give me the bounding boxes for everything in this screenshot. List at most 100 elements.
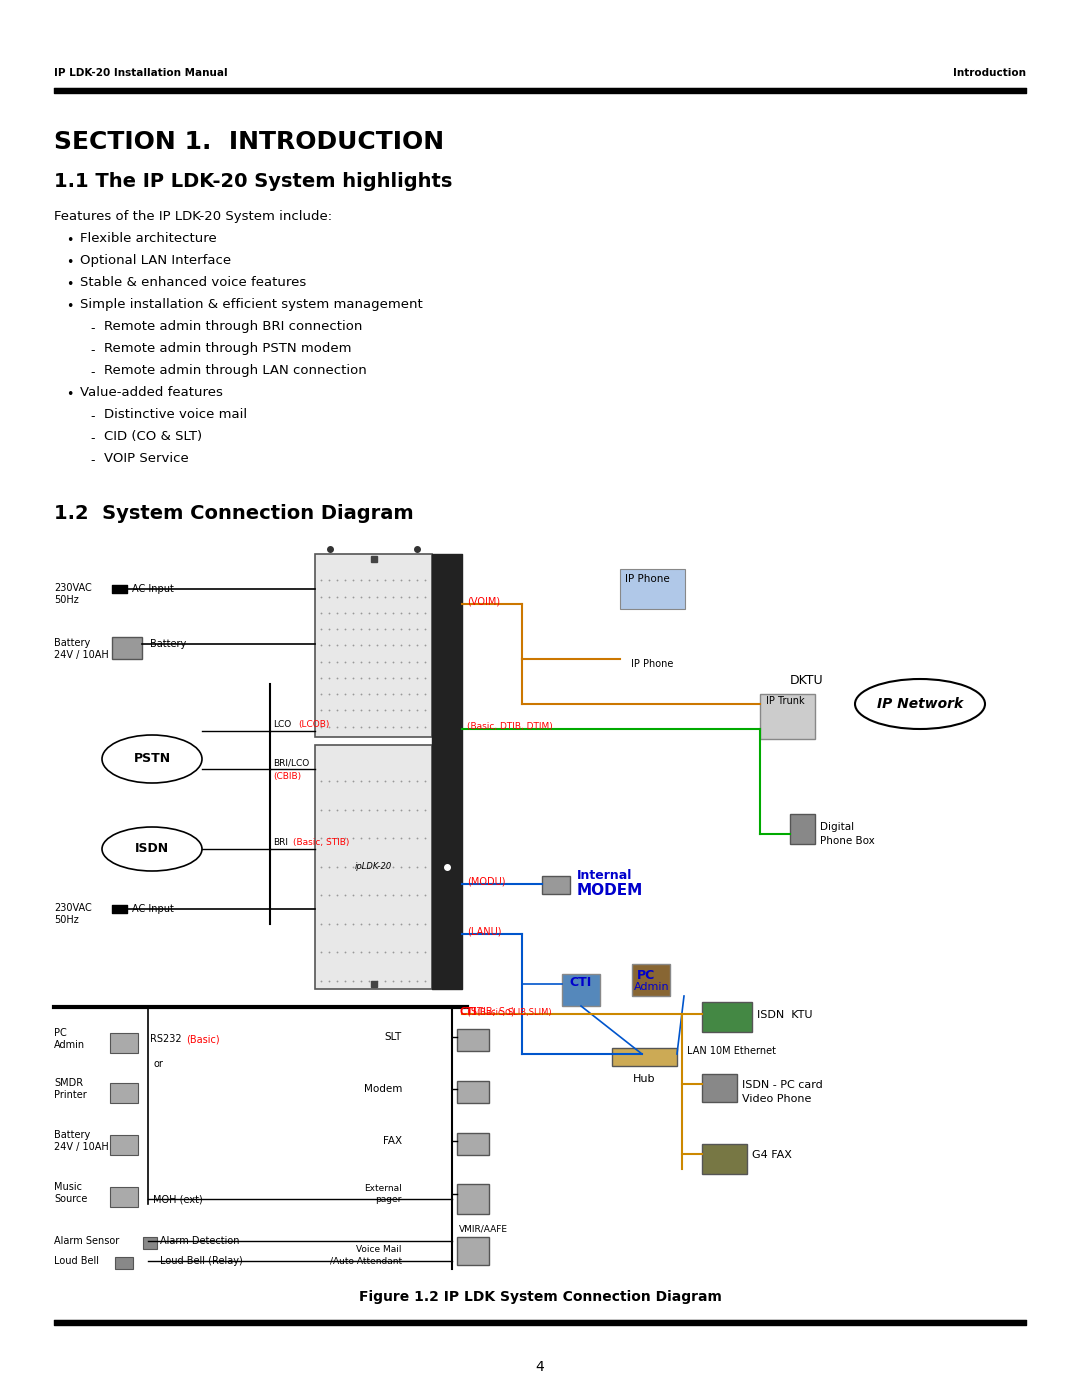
Text: 4: 4 <box>536 1361 544 1375</box>
Text: IP Phone: IP Phone <box>625 574 670 584</box>
Text: IP LDK-20 Installation Manual: IP LDK-20 Installation Manual <box>54 68 228 78</box>
Text: -: - <box>90 454 95 467</box>
Bar <box>542 876 570 894</box>
Bar <box>110 1083 138 1104</box>
Text: -: - <box>90 321 95 335</box>
Text: 230VAC: 230VAC <box>54 902 92 914</box>
Text: External
pager: External pager <box>364 1183 402 1204</box>
Bar <box>110 1134 138 1155</box>
Text: Loud Bell (Relay): Loud Bell (Relay) <box>160 1256 243 1266</box>
Bar <box>143 1236 157 1249</box>
Text: 50Hz: 50Hz <box>54 595 79 605</box>
Bar <box>315 555 432 736</box>
Text: -: - <box>90 432 95 446</box>
Ellipse shape <box>102 735 202 782</box>
Text: BRI: BRI <box>273 838 288 847</box>
Text: BRI/LCO: BRI/LCO <box>273 759 309 767</box>
Text: Features of the IP LDK-20 System include:: Features of the IP LDK-20 System include… <box>54 210 333 224</box>
Bar <box>457 1185 489 1214</box>
Bar <box>702 1144 747 1173</box>
Text: PSTN: PSTN <box>134 753 171 766</box>
Text: IP Trunk: IP Trunk <box>766 696 805 705</box>
Text: Loud Bell: Loud Bell <box>54 1256 99 1266</box>
Text: 230VAC: 230VAC <box>54 583 92 592</box>
Bar <box>457 1030 489 1051</box>
Text: Video Phone: Video Phone <box>742 1094 811 1104</box>
Text: VMIR/AAFE: VMIR/AAFE <box>459 1224 508 1234</box>
Text: ipLDK-20: ipLDK-20 <box>355 862 392 872</box>
Bar <box>789 814 815 844</box>
Bar <box>612 1048 677 1066</box>
Text: SMDR
Printer: SMDR Printer <box>54 1078 86 1101</box>
Text: (Basic): (Basic) <box>186 1034 219 1044</box>
Text: Alarm Sensor: Alarm Sensor <box>54 1236 119 1246</box>
Bar <box>632 964 670 996</box>
Text: •: • <box>66 388 73 401</box>
Bar <box>112 637 141 659</box>
Text: ISDN: ISDN <box>135 842 170 855</box>
Text: Hub: Hub <box>633 1074 656 1084</box>
Text: Digital: Digital <box>820 821 854 833</box>
Bar <box>562 974 600 1006</box>
Text: Distinctive voice mail: Distinctive voice mail <box>104 408 247 420</box>
Bar <box>760 694 815 739</box>
Text: Battery
24V / 10AH: Battery 24V / 10AH <box>54 1130 109 1153</box>
Text: Flexible architecture: Flexible architecture <box>80 232 217 244</box>
Text: VOIP Service: VOIP Service <box>104 453 189 465</box>
Text: Phone Box: Phone Box <box>820 835 875 847</box>
Text: Stable & enhanced voice features: Stable & enhanced voice features <box>80 277 307 289</box>
Bar <box>457 1081 489 1104</box>
Text: Internal: Internal <box>577 869 633 882</box>
Text: •: • <box>66 300 73 313</box>
Text: SECTION 1.  INTRODUCTION: SECTION 1. INTRODUCTION <box>54 130 444 154</box>
Text: •: • <box>66 235 73 247</box>
Text: 50Hz: 50Hz <box>54 915 79 925</box>
Text: CID (CO & SLT): CID (CO & SLT) <box>104 430 202 443</box>
Bar <box>702 1002 752 1032</box>
Text: (MODU): (MODU) <box>467 876 505 886</box>
Bar <box>114 1257 133 1268</box>
Bar <box>620 569 685 609</box>
Text: 1.1 The IP LDK-20 System highlights: 1.1 The IP LDK-20 System highlights <box>54 172 453 191</box>
Text: Remote admin through LAN connection: Remote admin through LAN connection <box>104 365 367 377</box>
Text: FAX: FAX <box>383 1136 402 1146</box>
Text: LCO: LCO <box>273 719 292 729</box>
Text: DKTU: DKTU <box>789 673 824 687</box>
Bar <box>457 1236 489 1266</box>
Text: (LCOB): (LCOB) <box>298 719 329 729</box>
Text: ISDN  KTU: ISDN KTU <box>757 1010 812 1020</box>
Text: (Basic, DTIB, DTIM): (Basic, DTIB, DTIM) <box>467 722 553 731</box>
Text: MOH (ext): MOH (ext) <box>153 1194 203 1204</box>
Text: (STIB; So): (STIB; So) <box>467 1006 515 1016</box>
Text: RS232: RS232 <box>150 1034 181 1044</box>
Text: AC Input: AC Input <box>132 904 174 914</box>
Text: Value-added features: Value-added features <box>80 386 222 400</box>
Text: 24V / 10AH: 24V / 10AH <box>54 650 109 659</box>
Bar <box>315 745 432 989</box>
Bar <box>457 1133 489 1155</box>
Text: MODEM: MODEM <box>577 883 644 898</box>
Text: G4 FAX: G4 FAX <box>752 1150 792 1160</box>
Text: Optional LAN Interface: Optional LAN Interface <box>80 254 231 267</box>
Bar <box>702 1074 737 1102</box>
Text: CTI: CTI <box>459 1007 476 1017</box>
Text: -: - <box>90 344 95 358</box>
Bar <box>110 1032 138 1053</box>
Text: -: - <box>90 366 95 379</box>
Text: Figure 1.2 IP LDK System Connection Diagram: Figure 1.2 IP LDK System Connection Diag… <box>359 1289 721 1303</box>
Text: Battery: Battery <box>150 638 186 650</box>
Text: IP Network: IP Network <box>877 697 963 711</box>
Ellipse shape <box>855 679 985 729</box>
Ellipse shape <box>102 827 202 870</box>
Text: IP Phone: IP Phone <box>631 659 673 669</box>
Text: •: • <box>66 256 73 270</box>
Text: AC Input: AC Input <box>132 584 174 594</box>
Text: (LANU): (LANU) <box>467 926 501 936</box>
Text: (Basic, SLIB,SLIM): (Basic, SLIB,SLIM) <box>477 1009 552 1017</box>
Text: PC
Admin: PC Admin <box>54 1028 85 1051</box>
Text: •: • <box>66 278 73 291</box>
Bar <box>110 1187 138 1207</box>
Text: Battery: Battery <box>54 638 91 648</box>
Text: Remote admin through BRI connection: Remote admin through BRI connection <box>104 320 363 332</box>
Text: Simple installation & efficient system management: Simple installation & efficient system m… <box>80 298 422 312</box>
